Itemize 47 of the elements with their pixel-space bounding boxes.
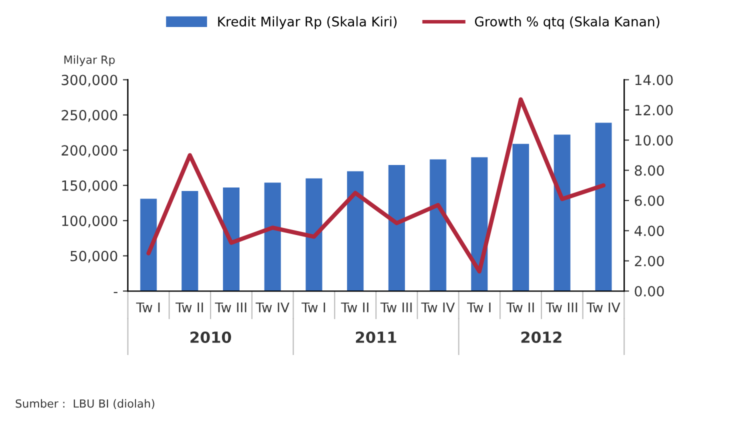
y2-tick-label: 10.00 [635, 135, 673, 146]
x-tick-label: Tw II [340, 302, 368, 312]
y-tick-label: 150,000 [62, 180, 118, 192]
x-tick-label: Tw II [176, 302, 203, 312]
text: Sumber : LBU BI (diolah) [16, 399, 154, 410]
legend-label: Kredit Milyar Rp (Skala Kiri) [218, 16, 397, 30]
bar [554, 134, 570, 292]
y-tick-label: 200,000 [62, 145, 118, 158]
bar [471, 157, 488, 292]
x-tick-label: Tw IV [586, 302, 620, 312]
y-tick-label: 50,000 [70, 250, 118, 263]
x-tick-label: Tw I [466, 302, 490, 312]
x-tick-label: Tw IV [256, 302, 290, 312]
legend-label: Growth % qtq (Skala Kanan) [474, 16, 660, 30]
bar [182, 191, 198, 292]
y-axis-title: Milyar Rp [64, 55, 115, 66]
y-tick-label: 300,000 [62, 74, 118, 87]
text: 2011 [356, 331, 396, 344]
y2-tick-label: 0.00 [634, 286, 664, 297]
bar [388, 164, 405, 292]
bar [264, 182, 281, 292]
bar [306, 178, 322, 292]
x-tick-label: Tw I [136, 302, 160, 312]
bar [140, 198, 157, 292]
x-tick-label: Tw III [546, 302, 578, 312]
y2-tick-label: 2.00 [634, 256, 664, 266]
bar [430, 159, 446, 292]
y2-tick-label: 12.00 [635, 104, 673, 116]
y2-tick-label: 6.00 [634, 195, 664, 206]
y2-tick-label: 8.00 [634, 165, 664, 176]
text: 2010 [190, 331, 232, 344]
x-tick-label: Tw III [214, 302, 246, 312]
bar [222, 188, 240, 292]
bar [595, 122, 612, 292]
bar [347, 171, 364, 292]
y2-tick-label: 4.00 [634, 226, 664, 236]
line-series [146, 97, 606, 274]
y-tick-label: - [114, 292, 118, 294]
x-tick-label: Tw I [302, 302, 326, 312]
x-tick-label: Tw IV [421, 302, 455, 312]
text: 2012 [521, 331, 562, 344]
x-tick-label: Tw II [506, 302, 534, 312]
y2-tick-label: 14.00 [635, 74, 673, 86]
bar [512, 144, 530, 292]
y-tick-label: 100,000 [62, 216, 118, 228]
x-tick-label: Tw III [380, 302, 412, 312]
y-tick-label: 250,000 [62, 110, 118, 122]
